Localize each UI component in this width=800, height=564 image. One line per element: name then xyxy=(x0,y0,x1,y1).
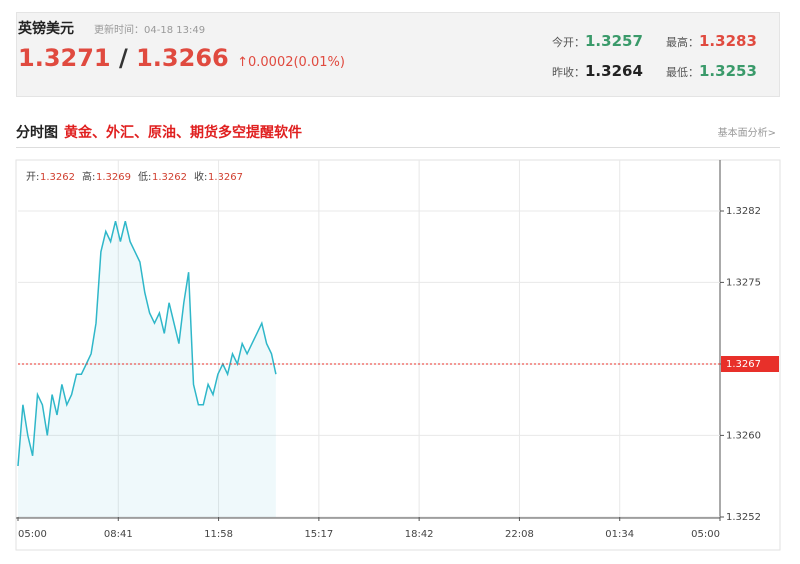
price: 1.3271 xyxy=(18,44,111,72)
info-label: 低: xyxy=(138,170,151,183)
info-label: 收: xyxy=(194,170,207,183)
change-arrow: ↑ xyxy=(237,55,248,70)
stat: 最低：1.3253 xyxy=(666,62,757,80)
chart-frame xyxy=(15,159,781,551)
y-tick-label: 1.3260 xyxy=(726,430,761,441)
reference-box xyxy=(721,356,779,372)
info-value: 1.3267 xyxy=(208,172,243,183)
x-tick-label: 01:34 xyxy=(605,529,634,540)
x-tick-label: 05:00 xyxy=(691,529,720,540)
x-tick-label: 08:41 xyxy=(104,529,133,540)
update-time: 更新时间：04-18 13:49 xyxy=(94,25,206,36)
price2: 1.3266 xyxy=(136,44,229,72)
stat-label: 最低： xyxy=(666,66,699,79)
change: 0.0002(0.01%) xyxy=(248,55,345,70)
info-label: 高: xyxy=(82,170,95,183)
stat-label: 最高： xyxy=(666,36,699,49)
y-tick-label: 1.3275 xyxy=(726,277,761,288)
quote-panel xyxy=(16,12,780,97)
x-tick-label: 15:17 xyxy=(304,529,333,540)
stat-label: 今开： xyxy=(552,36,585,49)
x-tick-label: 18:42 xyxy=(405,529,434,540)
stat-value: 1.3264 xyxy=(585,62,643,80)
y-tick-label: 1.3282 xyxy=(726,206,761,217)
section-name: 分时图 xyxy=(16,125,58,141)
info-value: 1.3262 xyxy=(152,172,187,183)
reference-label: 1.3267 xyxy=(726,359,761,370)
price-line xyxy=(17,221,277,467)
divider xyxy=(16,147,780,148)
stat-value: 1.3257 xyxy=(585,32,643,50)
info-label: 开: xyxy=(26,172,39,183)
stat: 今开：1.3257 xyxy=(552,32,643,50)
fundamental-link[interactable]: 基本面分析> xyxy=(717,128,776,139)
x-tick-label: 22:08 xyxy=(505,529,534,540)
x-tick-label: 05:00 xyxy=(18,529,47,540)
area xyxy=(18,221,276,517)
stat: 最高：1.3283 xyxy=(666,32,757,50)
info-value: 1.3269 xyxy=(96,172,131,183)
stat: 昨收：1.3264 xyxy=(552,62,643,80)
x-tick-label: 11:58 xyxy=(204,529,233,540)
info-value: 1.3262 xyxy=(40,172,75,183)
stat-value: 1.3253 xyxy=(699,62,757,80)
price-line: 1.3271 / 1.3266 ↑0.0002(0.01%) xyxy=(18,44,345,72)
stat-value: 1.3283 xyxy=(699,32,757,50)
symbol: 英镑美元 xyxy=(18,21,74,37)
section-title: 分时图 黄金、外汇、原油、期货多空提醒软件 xyxy=(16,122,302,142)
stat-label: 昨收： xyxy=(552,66,585,79)
y-tick-label: 1.3252 xyxy=(726,512,761,523)
separator: / xyxy=(118,44,128,72)
promo-link[interactable]: 黄金、外汇、原油、期货多空提醒软件 xyxy=(64,125,302,141)
